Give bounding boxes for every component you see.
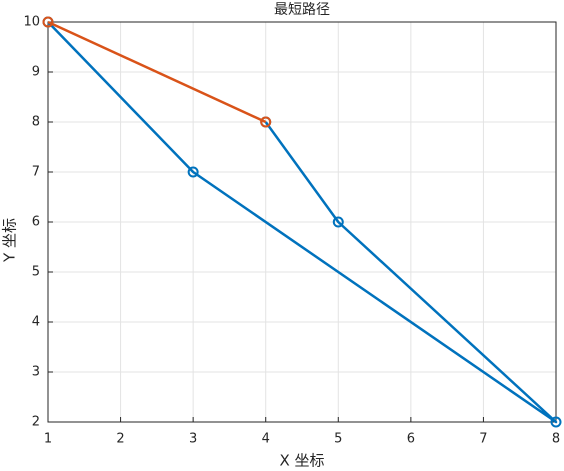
y-tick-label: 7 [32, 165, 40, 180]
x-tick-label: 7 [479, 432, 487, 447]
y-tick-label: 9 [32, 65, 40, 80]
x-tick-label: 8 [552, 432, 560, 447]
chart-title: 最短路径 [274, 2, 330, 18]
y-tick-label: 2 [32, 415, 40, 430]
x-tick-label: 1 [44, 432, 52, 447]
line [47, 20, 267, 124]
y-tick-label: 10 [23, 15, 40, 30]
marker [550, 416, 562, 428]
y-axis-label: Y 坐标 [1, 218, 19, 263]
marker [260, 116, 272, 128]
x-tick-label: 3 [189, 432, 197, 447]
x-tick-label: 2 [116, 432, 124, 447]
x-tick-label: 5 [334, 432, 342, 447]
x-tick-label: 4 [262, 432, 270, 447]
marker [187, 166, 199, 178]
y-tick-label: 6 [32, 215, 40, 230]
plot-frame [47, 21, 557, 423]
x-tick-label: 6 [407, 432, 415, 447]
marker [332, 216, 344, 228]
x-axis-label: X 坐标 [279, 452, 324, 470]
line [47, 21, 558, 424]
y-tick-label: 8 [32, 115, 40, 130]
y-tick-label: 3 [32, 365, 40, 380]
y-tick-label: 5 [32, 265, 40, 280]
y-tick-label: 4 [32, 315, 40, 330]
marker [42, 16, 54, 28]
